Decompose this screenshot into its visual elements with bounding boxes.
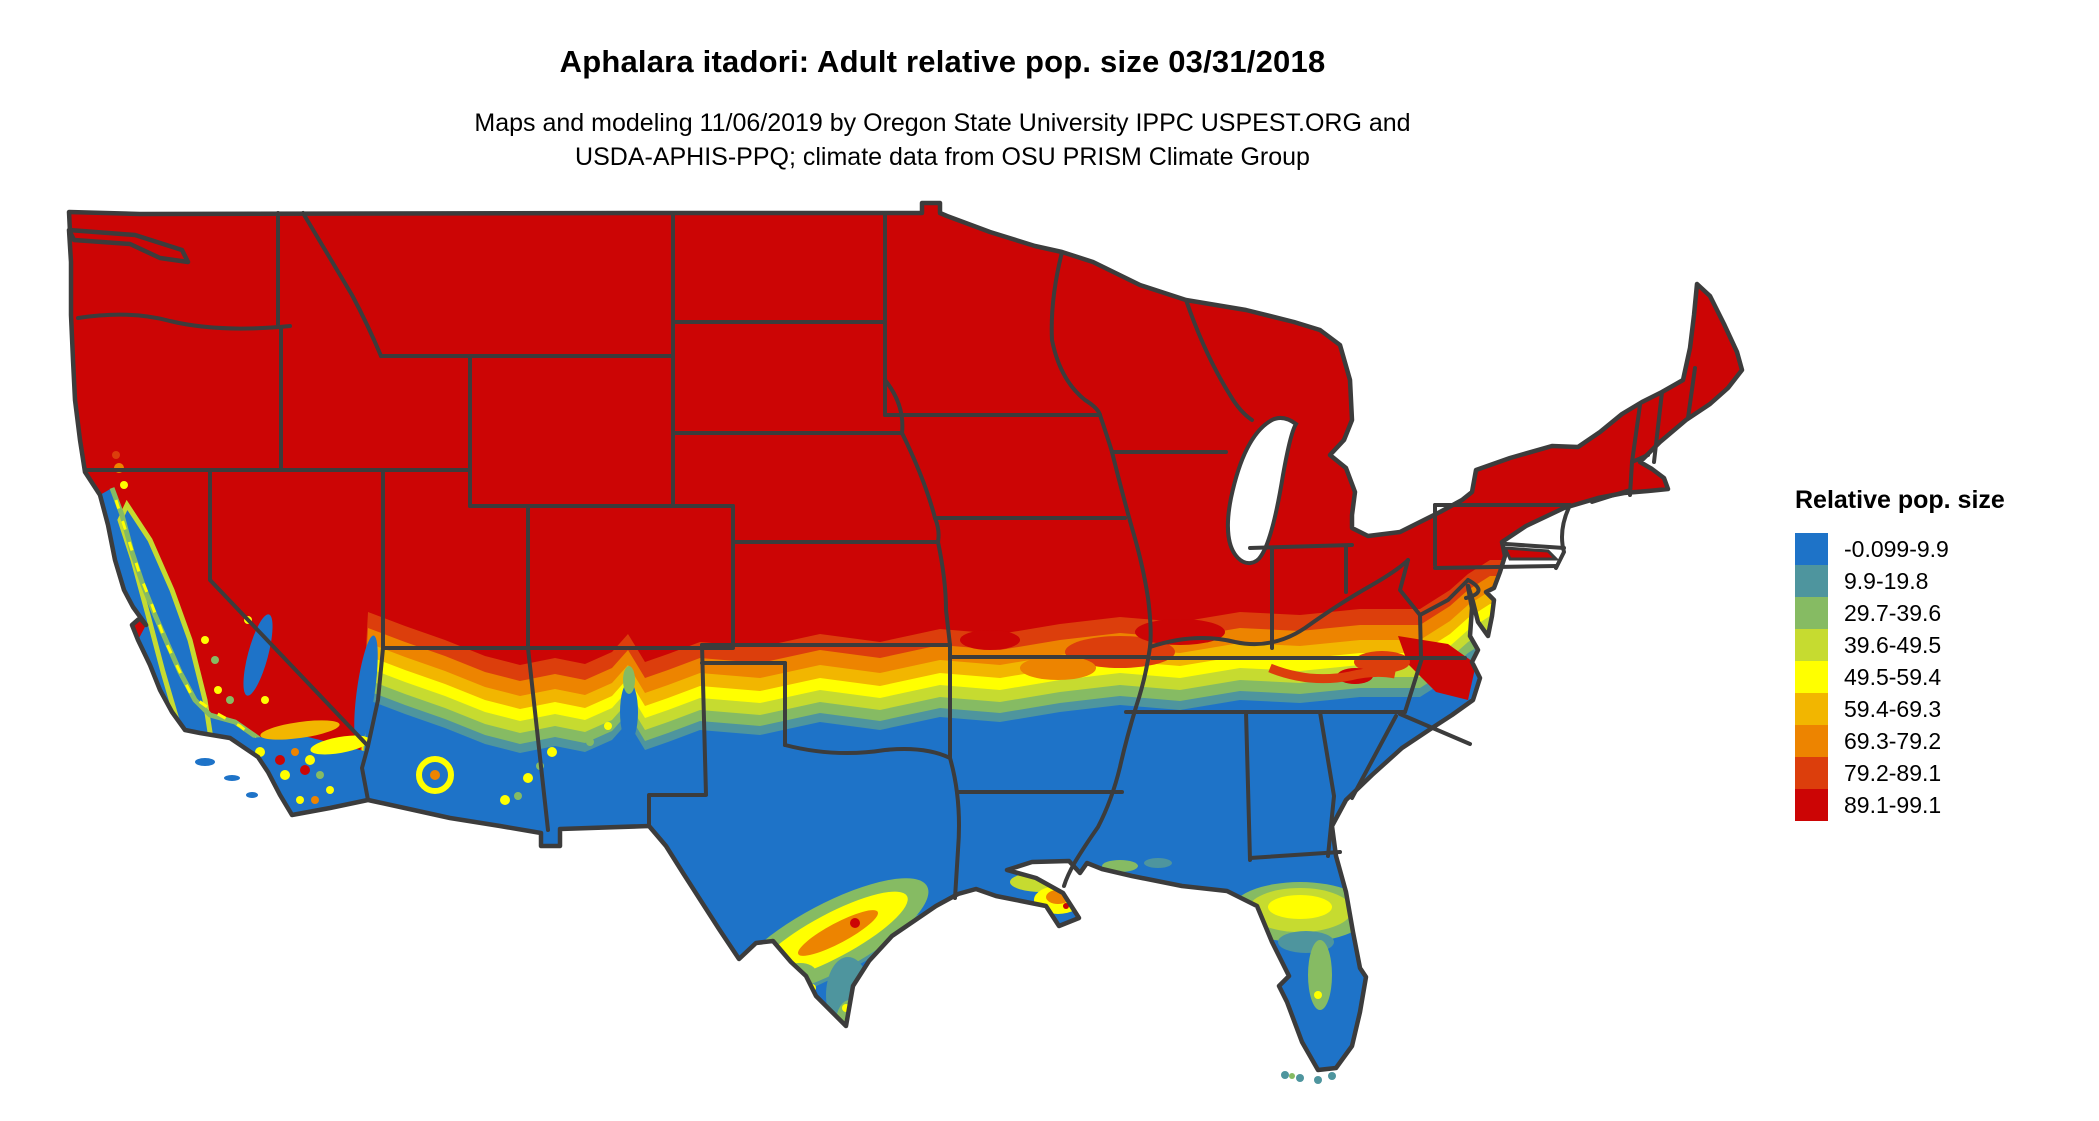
legend-swatch <box>1795 693 1828 725</box>
legend-swatch <box>1795 597 1828 629</box>
legend-label: 49.5-59.4 <box>1844 663 1942 690</box>
legend-label: 79.2-89.1 <box>1844 759 1942 786</box>
legend-row: 69.3-79.2 <box>1795 725 2005 757</box>
legend-row: 49.5-59.4 <box>1795 661 2005 693</box>
page-title: Aphalara itadori: Adult relative pop. si… <box>559 44 1326 79</box>
channel-islands <box>195 758 258 798</box>
florida-keys <box>1281 1071 1336 1084</box>
page-subtitle: Maps and modeling 11/06/2019 by Oregon S… <box>0 106 1885 174</box>
legend-rows: -0.099-9.9 9.9-19.8 29.7-39.6 39.6-49.5 49.5… <box>1795 533 2005 821</box>
long-island <box>1502 546 1560 561</box>
lake-michigan <box>1225 415 1299 565</box>
us-map <box>66 200 1745 1084</box>
arizona-newmexico-patches <box>416 666 638 841</box>
legend-label: 89.1-99.1 <box>1844 791 1942 818</box>
legend-label: 59.4-69.3 <box>1844 695 1942 722</box>
subtitle-line-2: USDA-APHIS-PPQ; climate data from OSU PR… <box>575 143 1310 171</box>
legend-swatch <box>1795 757 1828 789</box>
legend-row: -0.099-9.9 <box>1795 533 2005 565</box>
us-outline <box>66 200 1745 1073</box>
florida-patches <box>1230 882 1370 1010</box>
legend-row: 79.2-89.1 <box>1795 757 2005 789</box>
legend-swatch <box>1795 565 1828 597</box>
legend-swatch <box>1795 725 1828 757</box>
subtitle-line-1: Maps and modeling 11/06/2019 by Oregon S… <box>474 109 1411 137</box>
legend: Relative pop. size -0.099-9.9 9.9-19.8 29.… <box>1795 486 2005 821</box>
legend-row: 89.1-99.1 <box>1795 789 2005 821</box>
legend-swatch <box>1795 629 1828 661</box>
legend-label: -0.099-9.9 <box>1844 535 1949 562</box>
legend-row: 9.9-19.8 <box>1795 565 2005 597</box>
legend-row: 29.7-39.6 <box>1795 597 2005 629</box>
legend-row: 59.4-69.3 <box>1795 693 2005 725</box>
legend-swatch <box>1795 533 1828 565</box>
legend-swatch <box>1795 661 1828 693</box>
legend-label: 9.9-19.8 <box>1844 567 1929 594</box>
map-container <box>55 150 1745 1116</box>
legend-label: 69.3-79.2 <box>1844 727 1942 754</box>
legend-label: 29.7-39.6 <box>1844 599 1942 626</box>
legend-swatch <box>1795 789 1828 821</box>
legend-label: 39.6-49.5 <box>1844 631 1942 658</box>
legend-title: Relative pop. size <box>1795 486 2005 514</box>
legend-row: 39.6-49.5 <box>1795 629 2005 661</box>
state-borders <box>76 211 1697 900</box>
